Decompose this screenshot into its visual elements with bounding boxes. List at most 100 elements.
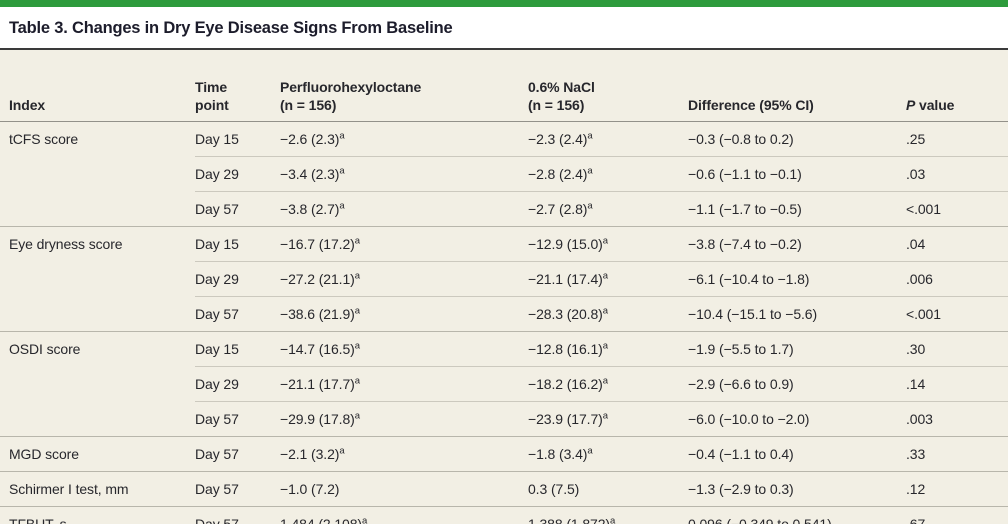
footnote-marker: a	[339, 445, 345, 457]
table-accent-bar	[0, 0, 1008, 7]
cell-pfh: −16.7 (17.2)a	[280, 226, 528, 262]
table-header: Index Time point Perfluorohexyloctane (n = 1…	[0, 49, 1008, 122]
cell-nacl: −1.8 (3.4)a	[528, 436, 688, 472]
table-row: TFBUT, s Day 57 1.484 (2.108)a 1.388 (1.872…	[0, 506, 1008, 524]
footnote-marker: a	[602, 340, 608, 352]
cell-p-value: .12	[906, 471, 1008, 507]
footnote-marker: a	[354, 270, 360, 282]
cell-index: OSDI score	[0, 331, 195, 367]
footnote-marker: a	[602, 235, 608, 247]
cell-index: Schirmer I test, mm	[0, 471, 195, 507]
cell-nacl: −21.1 (17.4)a	[528, 261, 688, 297]
table-row: MGD score Day 57 −2.1 (3.2)a −1.8 (3.4)a −0.…	[0, 436, 1008, 472]
cell-nacl: −12.9 (15.0)a	[528, 226, 688, 262]
cell-index	[0, 297, 195, 332]
cell-pfh: −1.0 (7.2)	[280, 471, 528, 507]
cell-difference: −0.6 (−1.1 to −0.1)	[688, 156, 906, 192]
footnote-marker: a	[339, 165, 345, 177]
cell-p-value: <.001	[906, 191, 1008, 227]
footnote-marker: a	[602, 270, 608, 282]
footnote-marker: a	[339, 130, 345, 142]
cell-pfh: −2.1 (3.2)a	[280, 436, 528, 472]
cell-time-point: Day 29	[195, 366, 280, 402]
cell-difference: −3.8 (−7.4 to −0.2)	[688, 226, 906, 262]
footnote-marker: a	[587, 445, 593, 457]
cell-index	[0, 157, 195, 192]
col-header-p-value: P value	[906, 49, 1008, 122]
table-title: Table 3. Changes in Dry Eye Disease Sign…	[9, 19, 453, 37]
footnote-marker: a	[354, 305, 360, 317]
cell-difference: −1.3 (−2.9 to 0.3)	[688, 471, 906, 507]
cell-nacl: −12.8 (16.1)a	[528, 331, 688, 367]
cell-nacl: −28.3 (20.8)a	[528, 296, 688, 332]
footnote-marker: a	[361, 515, 368, 524]
cell-pfh: −38.6 (21.9)a	[280, 296, 528, 332]
cell-nacl: −2.3 (2.4)a	[528, 130, 593, 147]
cell-pfh: −3.4 (2.3)a	[280, 156, 528, 192]
table-row: OSDI score Day 15 −14.7 (16.5)a −12.8 (16.1…	[0, 331, 1008, 367]
table-body: tCFS score Day 15 −2.6 (2.3)a −2.3 (2.4)a −0…	[0, 122, 1008, 524]
footnote-marker: a	[339, 200, 345, 212]
col-header-index: Index	[0, 49, 195, 122]
cell-p-value: .30	[906, 331, 1008, 367]
table-row: Schirmer I test, mm Day 57 −1.0 (7.2) 0.3 (…	[0, 471, 1008, 507]
cell-time-point: Day 57	[195, 471, 280, 507]
footnote-marker: a	[354, 375, 360, 387]
cell-difference: −2.9 (−6.6 to 0.9)	[688, 366, 906, 402]
col-header-pfh: Perfluorohexyloctane (n = 156)	[280, 49, 528, 122]
cell-index: tCFS score	[9, 131, 79, 148]
table-row: Day 29 −21.1 (17.7)a −18.2 (16.2)a −2.9 (−6…	[0, 366, 1008, 402]
cell-difference: −1.9 (−5.5 to 1.7)	[688, 331, 906, 367]
dry-eye-signs-table: Index Time point Perfluorohexyloctane (n = 1…	[0, 48, 1008, 524]
cell-p-value: .67	[906, 506, 1008, 524]
cell-index: Eye dryness score	[0, 226, 195, 262]
cell-difference: −0.3 (−0.8 to 0.2)	[688, 130, 794, 147]
cell-index	[0, 367, 195, 402]
cell-time-point: Day 15	[195, 331, 280, 367]
header-row: Index Time point Perfluorohexyloctane (n = 1…	[0, 49, 1008, 122]
cell-time-point: Day 57	[195, 436, 280, 472]
footnote-marker: a	[602, 305, 608, 317]
cell-difference: −0.4 (−1.1 to 0.4)	[688, 436, 906, 472]
cell-pfh: −29.9 (17.8)a	[280, 401, 528, 437]
cell-nacl: −18.2 (16.2)a	[528, 366, 688, 402]
cell-time-point: Day 15	[195, 130, 239, 147]
cell-time-point: Day 15	[195, 226, 280, 262]
footnote-marker: a	[354, 340, 360, 352]
footnote-marker: a	[587, 130, 593, 142]
cell-time-point: Day 57	[195, 296, 280, 332]
cell-pfh: −21.1 (17.7)a	[280, 366, 528, 402]
footnote-marker: a	[354, 235, 360, 247]
cell-time-point: Day 29	[195, 261, 280, 297]
table-row: Day 29 −3.4 (2.3)a −2.8 (2.4)a −0.6 (−1.1 t…	[0, 156, 1008, 192]
cell-p-value: .04	[906, 226, 1008, 262]
cell-p-value: .14	[906, 366, 1008, 402]
table-row: tCFS score Day 15 −2.6 (2.3)a −2.3 (2.4)a −0…	[0, 122, 1008, 157]
cell-nacl: −23.9 (17.7)a	[528, 401, 688, 437]
footnote-marker: a	[602, 375, 608, 387]
col-header-difference: Difference (95% CI)	[688, 49, 906, 122]
cell-time-point: Day 57	[195, 191, 280, 227]
col-header-nacl: 0.6% NaCl (n = 156)	[528, 49, 688, 122]
cell-index: TFBUT, s	[0, 506, 195, 524]
cell-pfh: −3.8 (2.7)a	[280, 191, 528, 227]
cell-p-value: <.001	[906, 296, 1008, 332]
table-row: Day 57 −3.8 (2.7)a −2.7 (2.8)a −1.1 (−1.7 t…	[0, 191, 1008, 227]
footnote-marker: a	[609, 515, 616, 524]
cell-nacl: −2.7 (2.8)a	[528, 191, 688, 227]
footnote-marker: a	[354, 410, 360, 422]
cell-index	[0, 262, 195, 297]
cell-pfh: −14.7 (16.5)a	[280, 331, 528, 367]
cell-time-point: Day 57	[195, 401, 280, 437]
cell-pfh: 1.484 (2.108)a	[280, 506, 528, 524]
col-header-time-point: Time point	[195, 49, 280, 122]
cell-difference: −1.1 (−1.7 to −0.5)	[688, 191, 906, 227]
footnote-marker: a	[602, 410, 608, 422]
cell-p-value: .03	[906, 156, 1008, 192]
cell-p-value: .33	[906, 436, 1008, 472]
table-row: Day 57 −38.6 (21.9)a −28.3 (20.8)a −10.4 (−…	[0, 296, 1008, 332]
footnote-marker: a	[587, 165, 593, 177]
cell-index	[0, 192, 195, 227]
cell-p-value: .25	[906, 130, 926, 147]
